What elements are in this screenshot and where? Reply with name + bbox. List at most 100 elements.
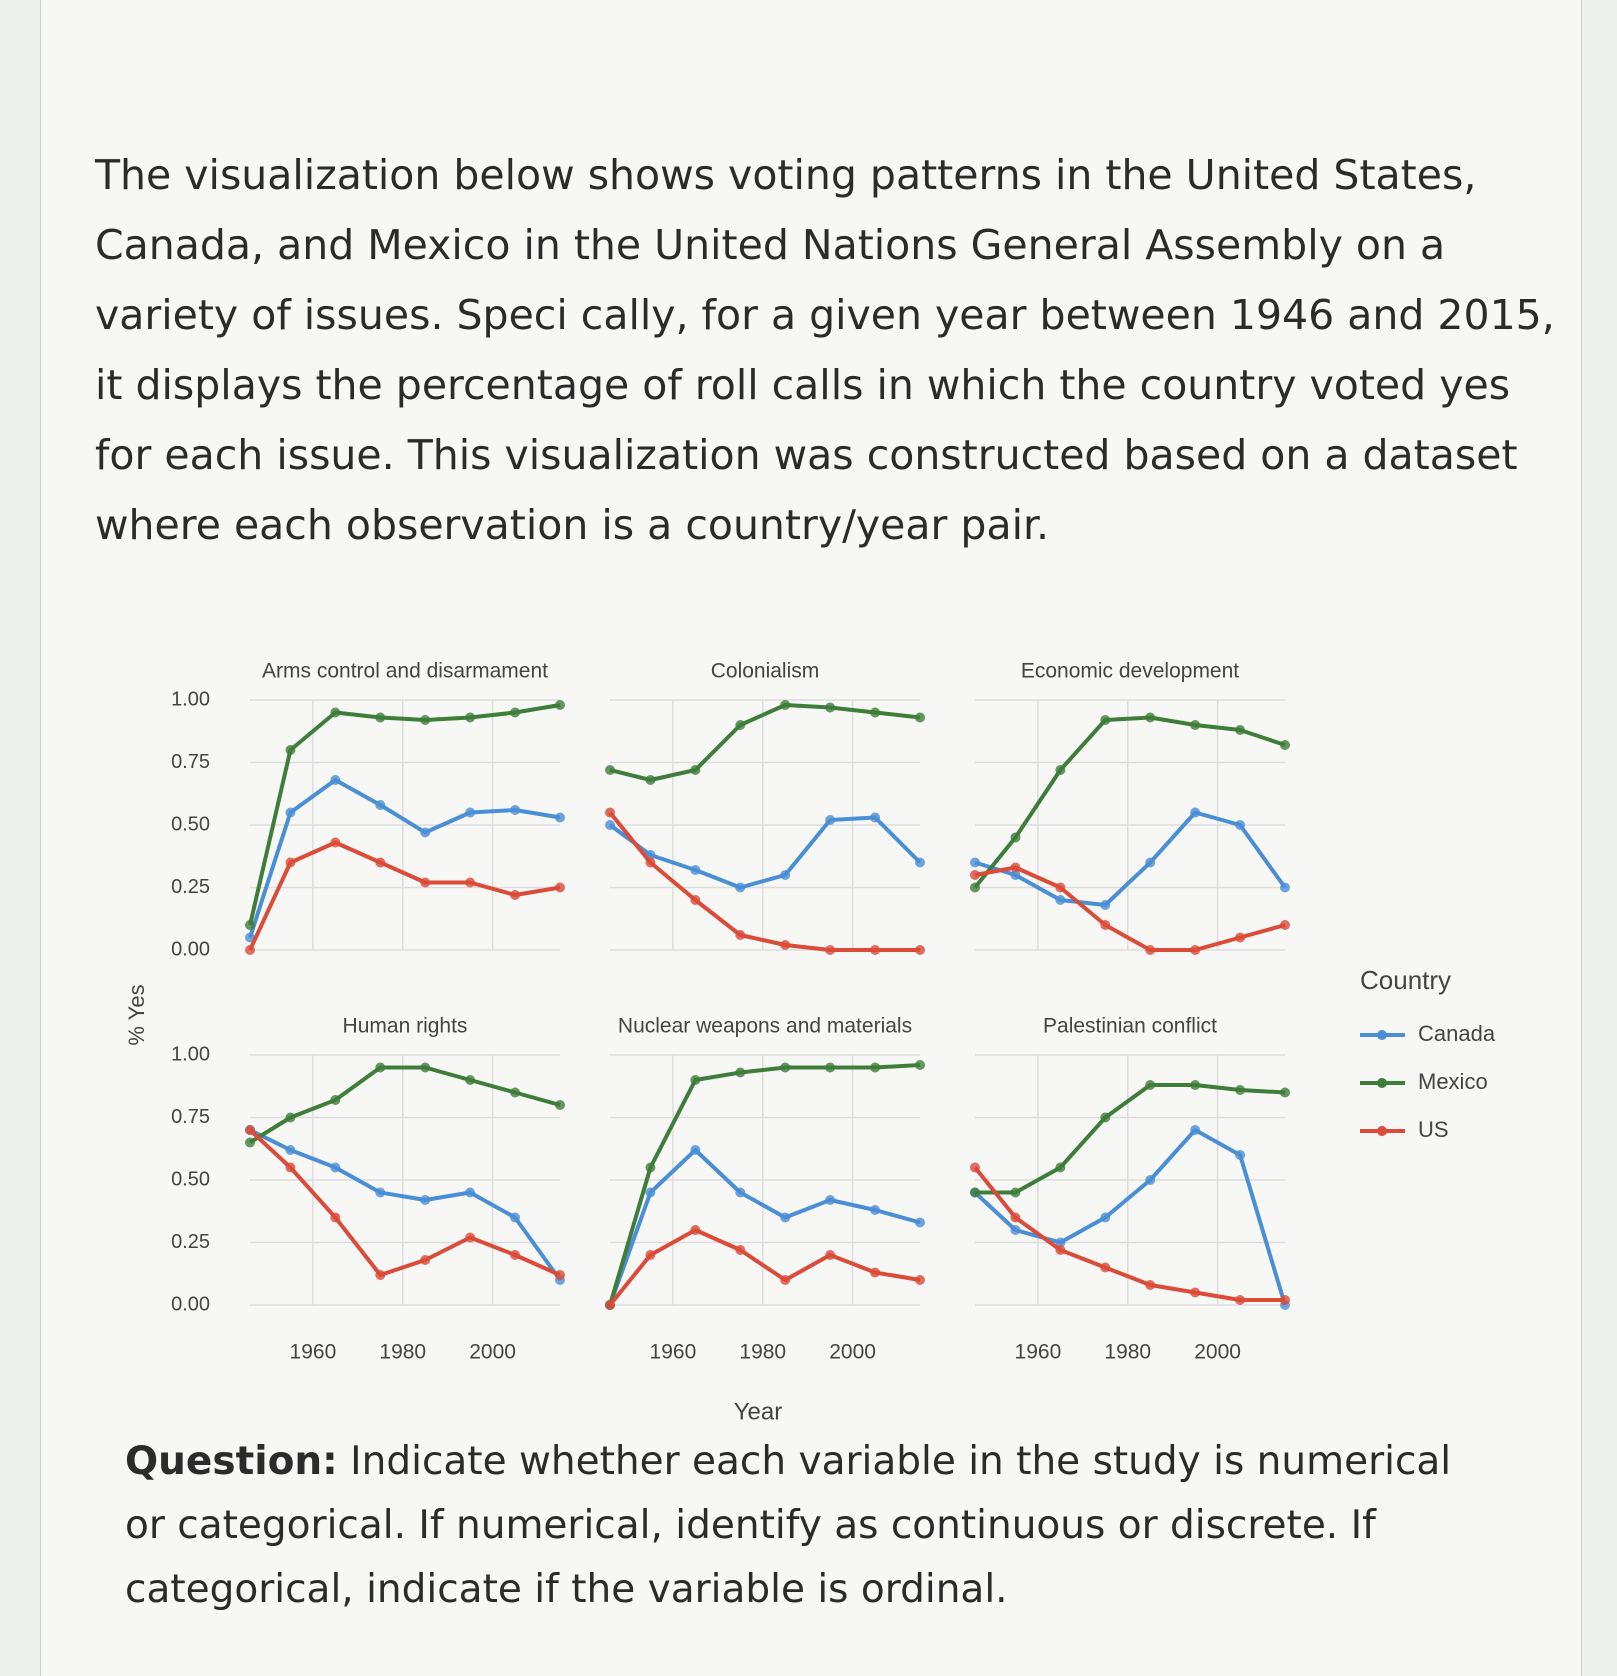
data-point <box>1190 720 1201 730</box>
data-point <box>285 807 296 818</box>
legend-key-dot <box>1377 1030 1387 1040</box>
data-point <box>465 712 476 723</box>
data-point <box>1010 1187 1021 1198</box>
data-point <box>510 1212 521 1223</box>
data-point <box>870 945 881 955</box>
data-point <box>645 775 656 785</box>
data-point <box>970 857 980 868</box>
series-line <box>608 1148 921 1306</box>
data-point <box>780 1062 791 1073</box>
data-point <box>1145 857 1156 868</box>
panel-title: Economic development <box>1021 660 1239 683</box>
x-tick-label: 1980 <box>379 1341 426 1364</box>
data-point <box>1055 1162 1066 1173</box>
data-point <box>1145 1175 1156 1185</box>
data-point <box>375 800 386 810</box>
legend-label: Mexico <box>1418 1069 1488 1094</box>
y-tick-label: 0.75 <box>171 751 210 773</box>
data-point <box>1010 832 1021 843</box>
data-point <box>915 1217 925 1228</box>
data-point <box>1145 1080 1156 1090</box>
data-point <box>285 1112 296 1123</box>
data-point <box>970 1162 980 1173</box>
panel-title: Nuclear weapons and materials <box>618 1015 912 1038</box>
data-point <box>735 1187 746 1198</box>
data-point <box>330 1162 341 1173</box>
data-point <box>645 1187 656 1198</box>
data-point <box>510 707 521 718</box>
data-point <box>1100 920 1111 930</box>
panel-title: Human rights <box>343 1015 468 1038</box>
data-point <box>465 1187 476 1198</box>
x-tick-label: 1960 <box>1015 1341 1062 1364</box>
data-point <box>375 712 386 723</box>
data-point <box>690 1075 701 1085</box>
data-point <box>465 807 476 818</box>
series-line <box>608 811 920 952</box>
panel-title: Colonialism <box>711 660 820 683</box>
data-point <box>330 1095 341 1105</box>
data-point <box>330 1212 341 1223</box>
data-point <box>285 1162 296 1173</box>
data-point <box>1235 725 1246 735</box>
series-line <box>609 703 921 782</box>
data-point <box>330 775 341 785</box>
series-line <box>608 1063 921 1306</box>
legend-label: US <box>1418 1117 1449 1142</box>
question-label: Question: <box>125 1439 338 1484</box>
data-point <box>245 1125 255 1135</box>
series-line <box>973 1128 1287 1306</box>
data-point <box>645 1250 656 1260</box>
series-line <box>248 778 561 939</box>
data-point <box>465 877 476 888</box>
question: Question: Indicate whether each variable… <box>125 1430 1485 1622</box>
data-point <box>690 1225 701 1235</box>
data-point <box>1055 882 1066 893</box>
series-line <box>974 865 1286 952</box>
question-text: Indicate whether each variable in the st… <box>125 1439 1452 1612</box>
x-tick-label: 1980 <box>739 1341 786 1364</box>
data-point <box>825 815 836 825</box>
data-point <box>510 890 521 900</box>
series-line <box>975 1083 1286 1195</box>
data-point <box>825 1250 836 1260</box>
data-point <box>1280 920 1290 930</box>
data-point <box>510 805 521 815</box>
sheet <box>40 0 1582 1676</box>
data-point <box>605 765 615 775</box>
data-point <box>870 1205 881 1215</box>
data-point <box>735 930 746 940</box>
data-point <box>915 1275 925 1285</box>
data-point <box>970 870 980 880</box>
data-point <box>285 745 296 755</box>
data-point <box>1280 882 1290 893</box>
data-point <box>915 857 925 868</box>
data-point <box>1010 1212 1021 1223</box>
data-point <box>1010 870 1021 880</box>
x-tick-label: 2000 <box>829 1341 876 1364</box>
legend-key-dot <box>1377 1126 1387 1136</box>
data-point <box>780 870 791 880</box>
x-tick-label: 1960 <box>290 1341 337 1364</box>
data-point <box>420 877 431 888</box>
data-point <box>1190 807 1201 818</box>
series-line <box>248 1128 561 1277</box>
series-line <box>608 1228 921 1307</box>
data-point <box>1055 1237 1066 1248</box>
data-point <box>1235 820 1246 830</box>
data-point <box>285 857 296 868</box>
data-point <box>420 715 431 725</box>
series-line <box>248 1065 561 1145</box>
data-point <box>555 700 565 710</box>
data-point <box>1100 715 1111 725</box>
data-point <box>870 707 881 718</box>
data-point <box>375 1062 386 1073</box>
data-point <box>245 1137 255 1148</box>
data-point <box>1100 1212 1111 1223</box>
y-tick-label: 0.25 <box>171 876 210 898</box>
x-tick-label: 1960 <box>650 1341 697 1364</box>
y-tick-label: 1.00 <box>171 688 210 710</box>
data-point <box>915 945 925 955</box>
data-point <box>645 857 656 868</box>
chart: % Yes Year Country Arms control and disa… <box>124 660 1496 1426</box>
